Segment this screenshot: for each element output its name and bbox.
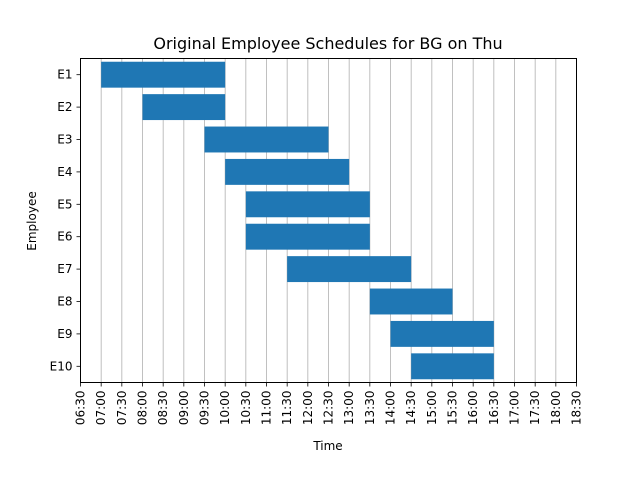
shift-bar-e9 (390, 320, 494, 347)
shift-bar-e2 (142, 94, 226, 121)
x-tick-label: 15:30 (446, 391, 460, 426)
x-tick-label: 17:00 (508, 391, 522, 426)
x-tick-label: 12:30 (322, 391, 336, 426)
y-tick-label: E4 (57, 165, 72, 179)
x-tick-label: 15:00 (425, 391, 439, 426)
y-tick-label: E10 (50, 359, 73, 373)
y-axis: E1 E2 E3 E4 E5 E6 E7 E8 E9 E10 (50, 68, 81, 373)
x-axis: 06:30 07:00 07:30 08:00 08:30 09:00 09:30 10:00… (74, 382, 584, 426)
shift-bar-e1 (101, 61, 226, 88)
x-tick-label: 16:00 (466, 391, 480, 426)
y-tick-label: E6 (57, 230, 72, 244)
x-tick-label: 14:00 (384, 391, 398, 426)
x-tick-label: 18:00 (549, 391, 563, 426)
x-tick-label: 10:00 (218, 391, 232, 426)
shift-bar-e4 (225, 158, 350, 185)
x-tick-label: 08:00 (136, 391, 150, 426)
x-tick-label: 07:30 (115, 391, 129, 426)
x-tick-label: 13:00 (342, 391, 356, 426)
x-tick-label: 11:00 (260, 391, 274, 426)
shift-bar-e8 (369, 288, 453, 315)
x-tick-label: 07:00 (94, 391, 108, 426)
x-tick-label: 11:30 (280, 391, 294, 426)
y-tick-label: E3 (57, 133, 72, 147)
x-tick-label: 10:30 (239, 391, 253, 426)
bars (101, 61, 494, 380)
x-tick-label: 14:30 (404, 391, 418, 426)
y-tick-label: E7 (57, 262, 72, 276)
x-tick-label: 12:00 (301, 391, 315, 426)
x-tick-label: 06:30 (74, 391, 88, 426)
shift-bar-e6 (245, 223, 370, 250)
x-tick-label: 16:30 (487, 391, 501, 426)
y-tick-label: E5 (57, 197, 72, 211)
y-axis-label: Employee (25, 191, 39, 250)
x-tick-label: 09:30 (198, 391, 212, 426)
y-tick-label: E9 (57, 327, 72, 341)
x-axis-label: Time (312, 439, 342, 453)
x-tick-label: 09:00 (177, 391, 191, 426)
shift-bar-e5 (245, 191, 370, 218)
y-tick-label: E1 (57, 68, 72, 82)
chart-title: Original Employee Schedules for BG on Th… (153, 34, 502, 53)
y-tick-label: E8 (57, 295, 72, 309)
y-tick-label: E2 (57, 100, 72, 114)
x-tick-label: 08:30 (156, 391, 170, 426)
shift-bar-e3 (204, 126, 329, 153)
x-tick-label: 18:30 (570, 391, 584, 426)
x-tick-label: 13:30 (363, 391, 377, 426)
shift-bar-e10 (411, 353, 494, 380)
shift-bar-e7 (287, 256, 412, 283)
x-tick-label: 17:30 (528, 391, 542, 426)
